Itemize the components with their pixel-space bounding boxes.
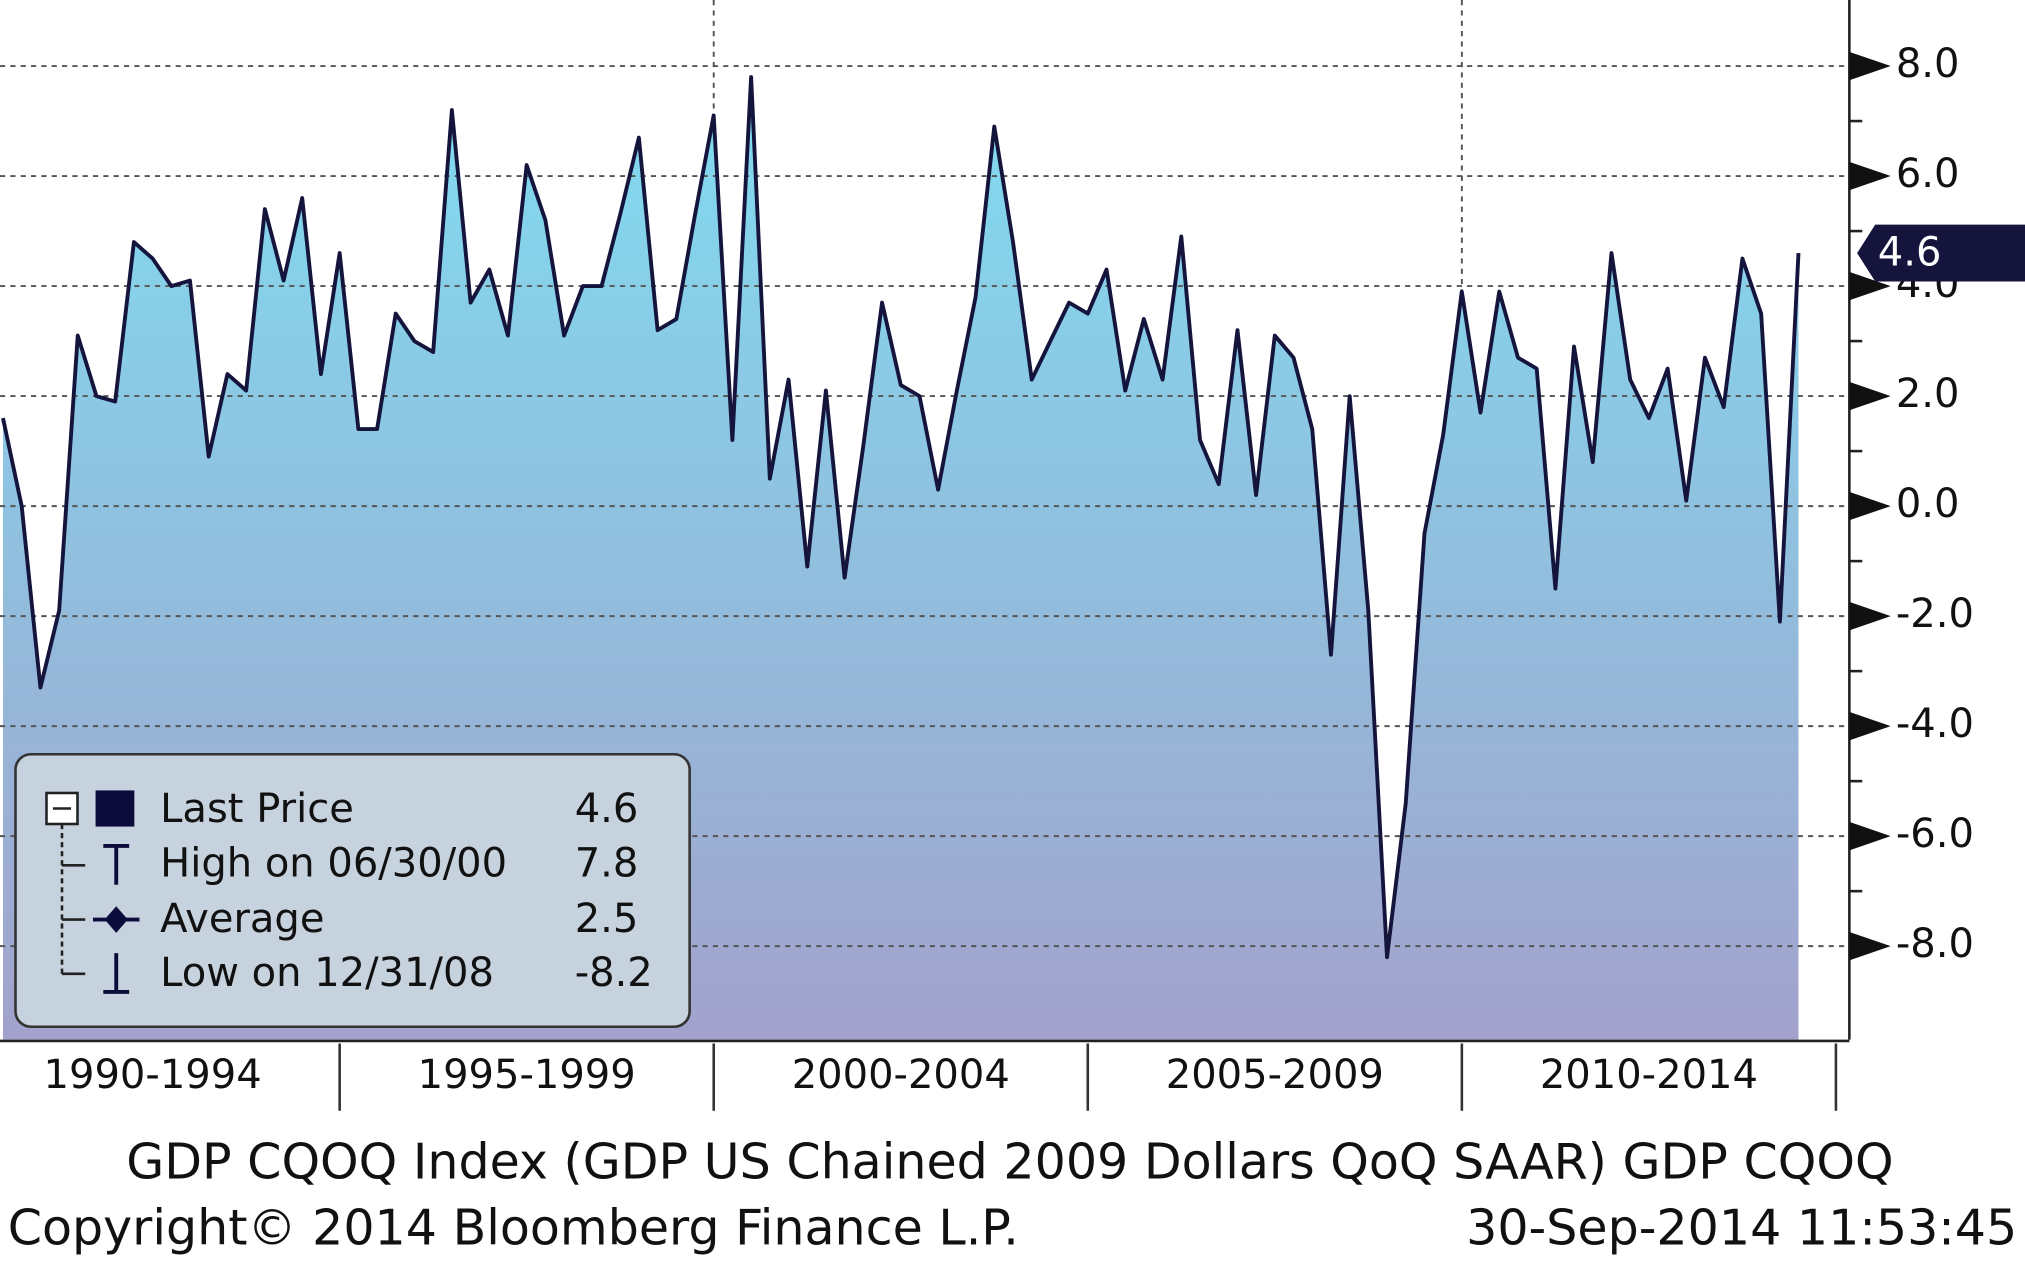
y-tick-label: -2.0 <box>1896 591 1974 637</box>
chart-title: GDP CQOQ Index (GDP US Chained 2009 Doll… <box>126 1132 1893 1190</box>
last-price-tag <box>1857 224 2025 282</box>
y-tick <box>1849 601 1891 631</box>
y-tick <box>1849 711 1891 741</box>
legend-value: 2.5 <box>575 896 639 942</box>
y-tick <box>1849 161 1891 191</box>
y-tick <box>1849 271 1891 301</box>
legend-box <box>14 752 691 1029</box>
x-tick-label: 2005-2009 <box>1166 1052 1384 1098</box>
copyright: Copyright© 2014 Bloomberg Finance L.P. <box>8 1198 1019 1256</box>
x-tick-label: 2000-2004 <box>792 1052 1010 1098</box>
y-tick-label: 8.0 <box>1896 41 1960 87</box>
y-tick <box>1849 821 1891 851</box>
y-tick-label: -6.0 <box>1896 811 1974 857</box>
legend-label: Last Price <box>160 786 354 832</box>
average-icon <box>92 906 140 933</box>
legend-value: 4.6 <box>575 786 639 832</box>
legend: Last Price 4.6 High on 06/30/00 7.8 Aver… <box>14 752 691 1029</box>
low-icon <box>103 953 130 994</box>
legend-value: -8.2 <box>575 950 653 996</box>
last-price-swatch <box>95 790 135 827</box>
y-tick <box>1849 931 1891 961</box>
y-tick <box>1849 51 1891 81</box>
high-icon <box>103 844 130 885</box>
x-tick-label: 1995-1999 <box>418 1052 636 1098</box>
legend-label: High on 06/30/00 <box>160 840 507 886</box>
x-tick-label: 2010-2014 <box>1540 1052 1758 1098</box>
y-tick <box>1849 381 1891 411</box>
timestamp: 30-Sep-2014 11:53:45 <box>1466 1198 2017 1256</box>
legend-label: Average <box>160 896 324 942</box>
y-tick-label: -4.0 <box>1896 701 1974 747</box>
x-tick-label: 1990-1994 <box>44 1052 262 1098</box>
last-price-label: 4.6 <box>1878 229 1942 275</box>
legend-value: 7.8 <box>575 840 639 886</box>
y-tick <box>1849 491 1891 521</box>
legend-label: Low on 12/31/08 <box>160 950 494 996</box>
y-tick-label: 6.0 <box>1896 151 1960 197</box>
y-tick-label: 0.0 <box>1896 481 1960 527</box>
axes <box>0 0 1891 1111</box>
y-tick-label: 2.0 <box>1896 371 1960 417</box>
line <box>1 75 1801 960</box>
y-tick-label: -8.0 <box>1896 921 1974 967</box>
